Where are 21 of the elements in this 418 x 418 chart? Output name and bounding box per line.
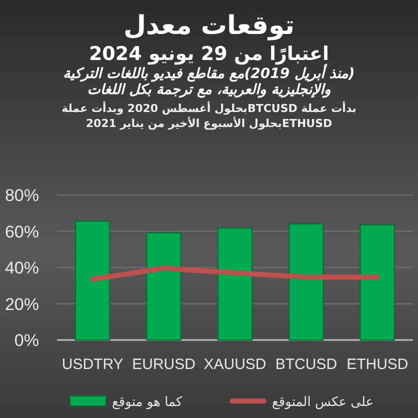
bar [288, 223, 324, 340]
x-tick-label: EURUSD [132, 356, 196, 373]
text: (منذ أبريل 2019)مع مقاطع فيديو باللغات التركية والإنجليزية والعربية، مع ترجمة بكل اللغات [62, 66, 356, 98]
bar [217, 227, 253, 340]
y-tick-label: 20% [4, 294, 39, 314]
x-tick-label: BTCUSD [275, 356, 338, 373]
bar [360, 224, 395, 340]
text: بدأت عملة BTCUSDبحلول أغسطس 2020 وبدأت عملة ETHUSDبحلول الأسبوع الأخير من يناير 2021 [60, 101, 358, 131]
legend-label: كما هو متوقع [112, 395, 184, 410]
legend-label: على عكس المتوقع [272, 395, 374, 410]
x-tick-label: XAUUSD [204, 356, 266, 373]
chart-subtitle: اعتبارًا من 29 يونيو 2024 [88, 42, 330, 65]
y-tick-label: 40% [4, 258, 39, 278]
y-tick-label: 60% [4, 222, 39, 242]
chart-title: توقعات معدل [122, 10, 296, 42]
y-tick-label: 80% [4, 186, 39, 205]
y-tick-label: 0% [14, 331, 39, 350]
x-tick-label: USDTRY [62, 356, 124, 373]
x-tick-label: ETHUSD [346, 356, 408, 373]
bar [75, 220, 110, 340]
bar [146, 232, 182, 340]
